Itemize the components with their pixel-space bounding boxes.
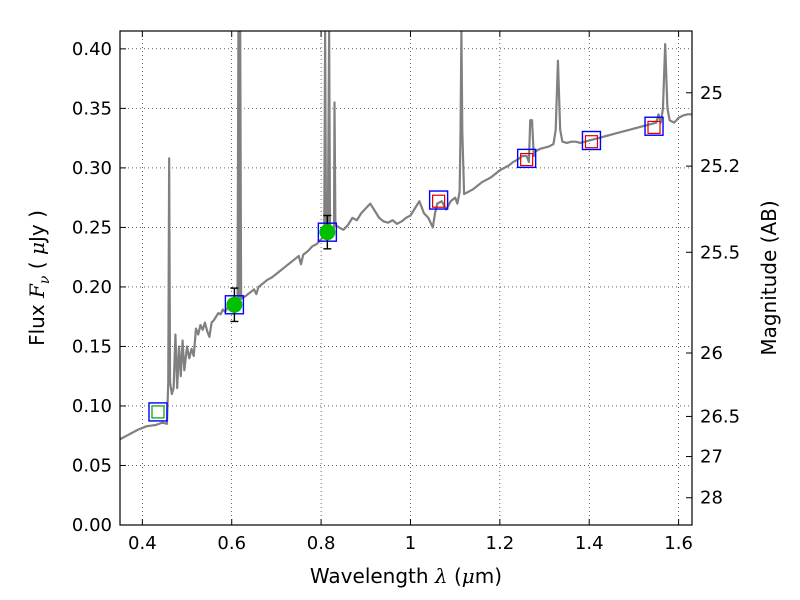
x-tick-label: 1 bbox=[405, 533, 416, 554]
x-tick-label: 1.2 bbox=[486, 533, 515, 554]
photometry-points bbox=[148, 116, 664, 422]
plot-frame bbox=[119, 30, 693, 526]
grid-lines bbox=[120, 31, 692, 526]
x-tick-label: 1.4 bbox=[575, 533, 604, 554]
observed-point bbox=[226, 296, 243, 313]
observed-point bbox=[319, 224, 336, 241]
y-tick-label: 0.00 bbox=[72, 515, 112, 536]
mag-tick-label: 25.5 bbox=[700, 242, 740, 263]
model-point-blue bbox=[581, 130, 602, 151]
mag-tick-label: 25 bbox=[700, 83, 723, 104]
x-tick-label: 0.6 bbox=[217, 533, 246, 554]
y-tick-label: 0.05 bbox=[72, 455, 112, 476]
mag-tick-label: 27 bbox=[700, 447, 723, 468]
y-tick-label: 0.40 bbox=[72, 39, 112, 60]
y-tick-label: 0.15 bbox=[72, 336, 112, 357]
spectrum-line bbox=[120, 31, 692, 441]
y-tick-label: 0.25 bbox=[72, 217, 112, 238]
mag-tick-label: 25.2 bbox=[700, 156, 740, 177]
y-tick-label: 0.20 bbox=[72, 277, 112, 298]
x-tick-label: 0.4 bbox=[128, 533, 157, 554]
model-point-blue bbox=[516, 148, 537, 169]
model-point-green bbox=[151, 405, 165, 419]
model-point-red bbox=[520, 152, 534, 167]
y2-axis-label: Magnitude (AB) bbox=[757, 200, 781, 355]
y-tick-label: 0.35 bbox=[72, 98, 112, 119]
x-tick-label: 0.8 bbox=[307, 533, 336, 554]
y-axis-label: Flux Fν ( μJy ) bbox=[25, 210, 53, 346]
mag-tick-label: 26.5 bbox=[700, 406, 740, 427]
mag-tick-label: 28 bbox=[700, 488, 723, 509]
model-point-red bbox=[647, 120, 661, 135]
x-axis-label: Wavelength λ (μm) bbox=[310, 564, 502, 588]
axis-ticks: 0.4 0.6 0.8 1 1.2 1.4 1.6 0.00 0.05 0.10 0.15 0.20 0… bbox=[72, 31, 740, 554]
model-point-blue bbox=[428, 190, 449, 210]
x-tick-label: 1.6 bbox=[664, 533, 693, 554]
y-tick-label: 0.30 bbox=[72, 158, 112, 179]
y-tick-label: 0.10 bbox=[72, 396, 112, 417]
model-point-blue bbox=[644, 116, 664, 136]
model-point-red bbox=[432, 194, 446, 208]
spectrum bbox=[120, 31, 692, 441]
mag-tick-label: 26 bbox=[700, 343, 723, 364]
model-point-blue bbox=[148, 402, 168, 422]
model-point-red bbox=[584, 135, 599, 149]
